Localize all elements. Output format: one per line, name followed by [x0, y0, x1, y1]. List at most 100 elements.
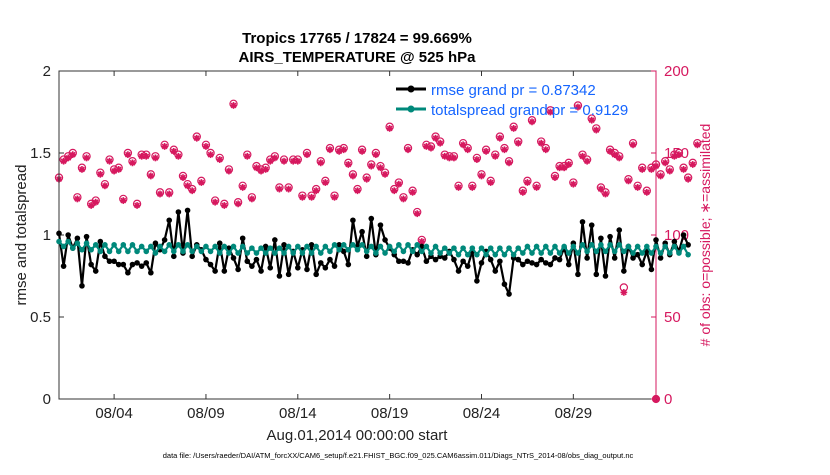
obs-assimilated-marker — [294, 157, 302, 165]
obs-assimilated-marker — [207, 151, 214, 159]
obs-star-stroke — [134, 202, 141, 209]
obs-assimilated-marker — [436, 139, 444, 147]
obs-assimilated-marker — [349, 172, 357, 180]
rmse-point — [304, 266, 310, 273]
totalspread-point — [662, 243, 668, 250]
obs-star-stroke — [561, 164, 568, 171]
totalspread-point — [382, 250, 388, 256]
rmse-point — [492, 268, 499, 274]
obs-assimilated-marker — [321, 179, 329, 186]
obs-star-stroke — [625, 177, 632, 184]
obs-star-stroke — [83, 154, 90, 161]
totalspread-point — [226, 250, 232, 256]
rmse-point — [143, 260, 150, 266]
y-left-tick-label: 1.5 — [30, 145, 51, 162]
rmse-point — [611, 255, 618, 261]
obs-assimilated-marker — [197, 179, 205, 186]
obs-star-stroke — [221, 202, 228, 209]
rmse-point — [253, 256, 260, 263]
totalspread-point — [60, 243, 67, 250]
totalspread-point — [65, 238, 71, 245]
totalspread-point — [533, 243, 540, 250]
obs-star-stroke — [106, 158, 113, 165]
obs-star-stroke — [124, 151, 131, 158]
obs-assimilated-marker — [225, 167, 233, 175]
totalspread-point — [510, 251, 517, 258]
obs-assimilated-marker — [551, 174, 559, 181]
rmse-point — [515, 256, 522, 263]
obs-assimilated-marker — [468, 184, 476, 191]
rmse-point — [230, 255, 237, 261]
obs-assimilated-marker — [248, 195, 256, 203]
totalspread-point — [575, 250, 581, 256]
obs-assimilated-marker — [170, 147, 178, 155]
obs-assimilated-marker — [427, 144, 435, 152]
rmse-point — [262, 243, 269, 250]
totalspread-point — [193, 243, 200, 250]
obs-star-stroke — [648, 166, 655, 173]
obs-star-stroke — [198, 179, 205, 186]
obs-star-stroke — [313, 187, 320, 194]
obs-star-stroke — [377, 164, 384, 171]
obs-star-stroke — [469, 184, 476, 191]
totalspread-point — [180, 248, 186, 255]
obs-assimilated-marker — [542, 146, 550, 154]
obs-assimilated-marker — [546, 108, 554, 116]
totalspread-point — [515, 245, 522, 251]
rmse-point — [221, 268, 228, 274]
rmse-point — [138, 263, 145, 269]
obs-assimilated-marker — [69, 151, 77, 159]
obs-assimilated-marker — [78, 166, 86, 173]
totalspread-point — [396, 242, 402, 248]
totalspread-point — [460, 245, 466, 251]
totalspread-point — [171, 248, 177, 255]
obs-star-stroke — [588, 117, 595, 124]
obs-assimilated-marker — [152, 154, 159, 162]
obs-star-stroke — [464, 146, 471, 153]
rmse-point — [276, 273, 283, 279]
rmse-point — [350, 217, 356, 224]
rmse-point — [575, 271, 581, 278]
rmse-point — [65, 232, 71, 238]
obs-assimilated-marker — [271, 154, 279, 162]
obs-star-stroke — [423, 143, 430, 150]
totalspread-point — [317, 250, 324, 256]
rmse-point — [152, 240, 159, 246]
obs-assimilated-marker — [634, 184, 642, 191]
obs-assimilated-marker — [533, 184, 540, 191]
rmse-point — [161, 237, 168, 243]
obs-star-stroke — [386, 125, 393, 132]
obs-assimilated-marker — [537, 139, 545, 147]
rmse-point — [533, 261, 540, 268]
totalspread-point — [405, 242, 411, 248]
totalspread-point — [451, 245, 457, 251]
obs-assimilated-marker — [165, 190, 173, 198]
rmse-point — [92, 268, 99, 274]
totalspread-point — [350, 242, 356, 248]
obs-star-stroke — [166, 191, 173, 197]
obs-star-stroke — [340, 146, 347, 153]
rmse-point — [630, 255, 636, 261]
x-tick-label: 08/14 — [279, 405, 317, 422]
totalspread-point — [331, 242, 338, 248]
obs-assimilated-marker — [432, 134, 439, 142]
obs-star-stroke — [290, 158, 297, 165]
totalspread-point — [598, 242, 604, 248]
obs-star-stroke — [643, 189, 650, 196]
totalspread-point — [464, 251, 471, 258]
rmse-point — [115, 261, 122, 268]
totalspread-point — [322, 243, 329, 250]
totalspread-point — [125, 248, 131, 255]
totalspread-point — [359, 242, 365, 248]
obs-star-stroke — [143, 153, 150, 160]
obs-assimilated-marker — [524, 179, 531, 186]
obs-assimilated-marker — [184, 182, 191, 190]
totalspread-point — [258, 245, 264, 251]
rmse-point — [464, 263, 471, 269]
totalspread-point — [588, 242, 595, 248]
rmse-point — [593, 271, 600, 278]
rmse-point — [547, 261, 554, 268]
totalspread-point — [161, 248, 168, 255]
obs-star-stroke — [101, 182, 108, 189]
totalspread-point — [295, 243, 301, 250]
